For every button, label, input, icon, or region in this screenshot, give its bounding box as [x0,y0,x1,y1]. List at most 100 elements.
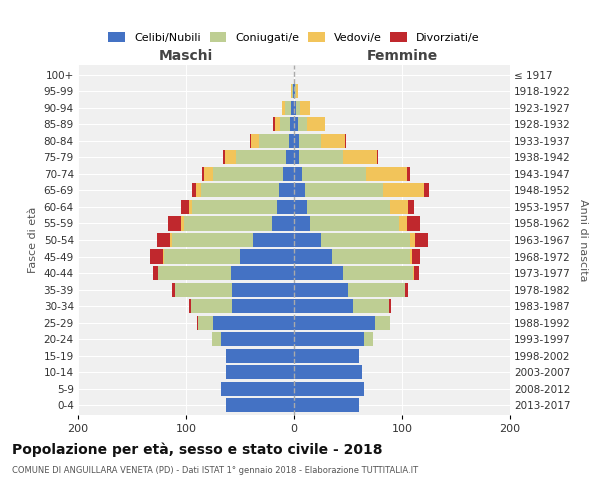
Bar [164,250,240,264]
Bar [259,134,289,148]
Bar [193,200,277,214]
Bar [407,216,421,230]
Bar [307,200,390,214]
Bar [301,101,310,115]
Bar [170,233,172,247]
Bar [196,184,201,198]
Bar [175,282,232,296]
Bar [407,167,410,181]
Bar [152,266,158,280]
Bar [157,233,170,247]
Bar [172,282,175,296]
Bar [191,299,232,313]
Bar [410,233,415,247]
Bar [294,84,295,98]
Bar [151,250,163,264]
Text: Popolazione per età, sesso e stato civile - 2018: Popolazione per età, sesso e stato civil… [12,442,383,457]
Bar [412,250,421,264]
Bar [275,118,280,132]
Bar [181,216,184,230]
Bar [295,84,296,98]
Bar [291,84,292,98]
Bar [294,365,362,379]
Bar [424,184,429,198]
Legend: Celibi/Nubili, Coniugati/e, Vedovi/e, Divorziati/e: Celibi/Nubili, Coniugati/e, Vedovi/e, Di… [105,28,483,46]
Bar [294,150,299,164]
Bar [294,299,353,313]
Bar [294,332,364,346]
Bar [294,134,299,148]
Bar [189,299,191,313]
Bar [294,118,298,132]
Text: COMUNE DI ANGUILLARA VENETA (PD) - Dati ISTAT 1° gennaio 2018 - Elaborazione TUT: COMUNE DI ANGUILLARA VENETA (PD) - Dati … [12,466,418,475]
Bar [415,233,428,247]
Bar [232,299,294,313]
Bar [310,216,399,230]
Bar [389,299,391,313]
Bar [294,101,296,115]
Bar [294,216,310,230]
Bar [296,101,301,115]
Bar [298,118,307,132]
Bar [413,266,414,280]
Bar [240,250,294,264]
Bar [294,200,307,214]
Bar [286,101,291,115]
Y-axis label: Anni di nascita: Anni di nascita [578,198,587,281]
Bar [181,200,189,214]
Bar [296,84,298,98]
Bar [321,233,410,247]
Bar [290,118,294,132]
Bar [197,316,198,330]
Y-axis label: Fasce di età: Fasce di età [28,207,38,273]
Bar [343,150,377,164]
Bar [289,134,294,148]
Bar [286,150,294,164]
Bar [250,134,251,148]
Bar [201,184,279,198]
Text: Maschi: Maschi [159,48,213,62]
Text: Femmine: Femmine [367,48,437,62]
Bar [405,282,409,296]
Bar [212,332,221,346]
Bar [274,118,275,132]
Bar [225,150,236,164]
Bar [299,134,321,148]
Bar [167,216,181,230]
Bar [294,167,302,181]
Bar [321,134,345,148]
Bar [294,316,375,330]
Bar [332,250,410,264]
Bar [343,266,413,280]
Bar [307,118,325,132]
Bar [193,184,196,198]
Bar [367,167,407,181]
Bar [364,332,373,346]
Bar [205,167,213,181]
Bar [226,398,294,412]
Bar [251,134,259,148]
Bar [294,184,305,198]
Bar [293,84,294,98]
Bar [299,150,343,164]
Bar [377,150,378,164]
Bar [305,184,383,198]
Bar [226,348,294,362]
Bar [292,84,293,98]
Bar [353,299,389,313]
Bar [399,216,407,230]
Bar [282,101,286,115]
Bar [294,348,359,362]
Bar [414,266,419,280]
Bar [348,282,405,296]
Bar [226,365,294,379]
Bar [223,150,225,164]
Bar [213,316,294,330]
Bar [383,184,424,198]
Bar [390,200,409,214]
Bar [232,282,294,296]
Bar [291,101,294,115]
Bar [294,282,348,296]
Bar [294,250,332,264]
Bar [294,233,321,247]
